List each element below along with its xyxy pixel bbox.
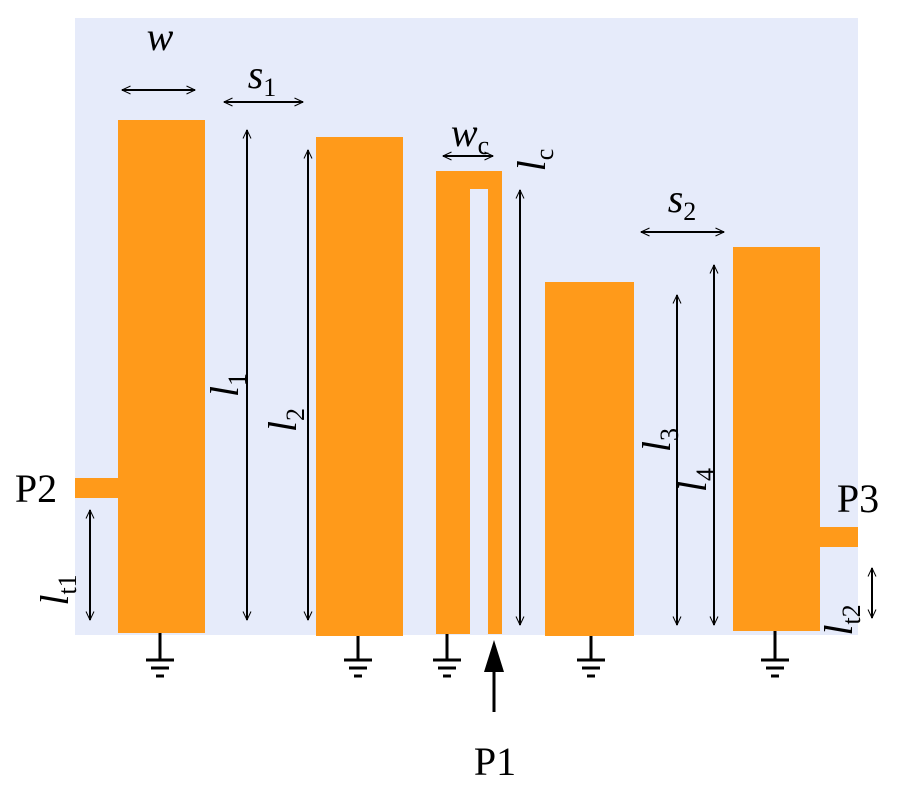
resonator-3 (545, 282, 634, 636)
label-wc: wc (451, 110, 489, 160)
resonators (75, 120, 858, 636)
resonator-4 (733, 247, 820, 631)
feed-p2 (75, 478, 118, 498)
label-lt1: lt1 (32, 574, 82, 605)
ground (146, 633, 174, 678)
coupled-line (436, 171, 502, 634)
label-l1: l1 (202, 373, 252, 397)
dimension-arrows (90, 90, 872, 625)
label-l3: l3 (634, 428, 684, 452)
resonator-2 (316, 137, 403, 636)
port-label: P3 (837, 476, 879, 521)
label-l4: l4 (670, 468, 720, 492)
port-labels: P1 P2 P3 (15, 466, 879, 784)
feed-p3 (820, 527, 858, 547)
resonator-1 (118, 120, 205, 633)
dimension-labels: w s1 wc lc s2 l1 l2 l3 l4 lt1 lt2 (32, 14, 866, 636)
label-lt2: lt2 (816, 604, 866, 635)
ground (761, 631, 789, 678)
label-w: w (147, 14, 174, 59)
grounds (146, 631, 789, 678)
port-label: P1 (474, 739, 516, 784)
p1-arrow (484, 640, 504, 712)
label-l2: l2 (260, 408, 310, 432)
ground (344, 636, 372, 678)
label-s1: s1 (248, 52, 277, 102)
label-s2: s2 (668, 176, 697, 226)
port-label: P2 (15, 466, 57, 511)
ground (577, 636, 605, 678)
label-lc: lc (509, 149, 559, 172)
ground (433, 634, 461, 678)
